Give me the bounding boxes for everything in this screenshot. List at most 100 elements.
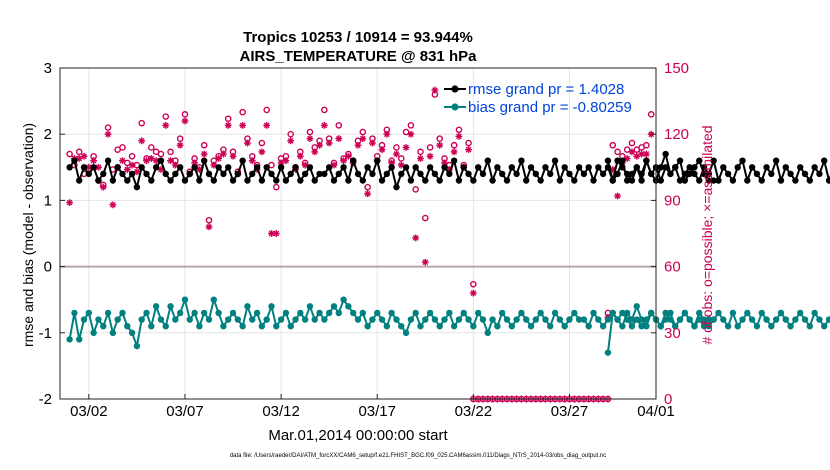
rmse-point-0-153	[801, 170, 809, 178]
bias-point-0-53	[321, 316, 328, 323]
bias-point-0-20	[162, 322, 169, 330]
obs-assimilated-point-81	[455, 133, 463, 140]
bias-point-1-15	[676, 316, 684, 323]
bias-point-1-1	[609, 309, 616, 317]
bias-point-0-85	[474, 309, 482, 317]
obs-possible-point-68	[393, 144, 400, 151]
bias-point-0-41	[263, 316, 270, 323]
rmse-point-0-123	[657, 177, 665, 184]
bias-point-0-103	[561, 322, 568, 330]
rmse-point-1-20	[700, 170, 708, 178]
bias-point-0-3	[80, 316, 88, 323]
rmse-point-0-14	[133, 183, 141, 191]
bias-point-0-78	[441, 316, 448, 323]
bias-point-0-8	[104, 309, 112, 317]
rmse-point-0-1	[71, 157, 78, 164]
bias-point-0-10	[114, 316, 121, 323]
obs-assimilated-point-9	[109, 201, 117, 209]
obs-assimilated-point-89	[623, 155, 631, 162]
obs-assimilated-point-48	[296, 152, 304, 160]
bias-point-0-154	[806, 322, 814, 330]
bias-point-0-153	[801, 316, 809, 323]
rmse-point-0-69	[398, 170, 405, 178]
y-axis-label-left: rmse and bias (model - observation)	[20, 123, 36, 347]
rmse-point-0-143	[753, 170, 761, 178]
rmse-point-0-68	[393, 183, 400, 191]
bias-point-0-118	[633, 303, 640, 310]
obs-assimilated-point-43	[272, 230, 280, 237]
obs-possible-point-50	[306, 128, 314, 136]
obs-assimilated-point-28	[200, 150, 208, 158]
obs-assimilated-point-87	[614, 192, 621, 200]
bias-point-0-156	[816, 316, 823, 323]
obs-assimilated-point-29	[205, 223, 213, 231]
rmse-point-0-49	[301, 170, 309, 178]
obs-assimilated-point-76	[431, 86, 439, 94]
obs-possible-point-8	[104, 124, 112, 131]
rmse-point-0-36	[239, 157, 246, 164]
bias-point-0-16	[143, 309, 150, 317]
bias-point-0-5	[90, 329, 97, 336]
bias-point-0-54	[325, 309, 333, 317]
bias-point-0-100	[547, 322, 554, 330]
obs-possible-point-71	[407, 122, 415, 129]
rmse-point-0-52	[316, 170, 323, 178]
rmse-point-0-31	[215, 164, 222, 171]
bias-point-0-146	[768, 322, 775, 330]
rmse-point-0-134	[710, 157, 717, 164]
bias-point-0-152	[796, 309, 804, 317]
x-tick-label-03/02: 03/02	[70, 403, 108, 420]
rmse-point-1-22	[710, 177, 717, 184]
bias-point-1-13	[667, 316, 674, 323]
rmse-point-0-111	[599, 170, 607, 178]
x-tick-label-03/17: 03/17	[358, 403, 396, 420]
bias-point-1-5	[628, 322, 636, 330]
obs-assimilated-point-83	[465, 146, 472, 154]
bias-point-0-31	[215, 309, 222, 317]
obs-assimilated-point-18	[152, 157, 160, 165]
obs-possible-point-21	[167, 148, 174, 156]
obs-possible-point-81	[455, 126, 463, 134]
bias-point-0-43	[273, 322, 280, 330]
bias-point-0-40	[258, 322, 266, 330]
bias-point-0-24	[181, 296, 189, 303]
bias-point-1-6	[633, 316, 640, 323]
rmse-point-0-82	[460, 164, 467, 171]
obs-assimilated-point-71	[407, 130, 415, 138]
rmse-point-0-65	[378, 177, 386, 184]
obs-possible-point-20	[162, 113, 170, 120]
rmse-point-0-130	[691, 170, 698, 178]
bias-point-1-16	[681, 309, 689, 317]
rmse-point-0-41	[263, 164, 270, 171]
rmse-point-1-8	[643, 157, 650, 164]
bias-point-0-26	[191, 309, 198, 317]
obs-assimilated-point-53	[320, 121, 328, 129]
bias-point-0-138	[729, 309, 737, 317]
bias-point-0-65	[378, 316, 386, 323]
bias-point-0-120	[643, 322, 650, 330]
rmse-point-0-24	[181, 177, 189, 184]
rmse-point-0-104	[566, 170, 573, 178]
y-left-tick-label-3: 3	[44, 60, 52, 77]
obs-assimilated-point-31	[215, 155, 223, 162]
rmse-point-0-142	[748, 164, 756, 171]
bias-point-0-139	[734, 322, 741, 330]
bias-point-0-91	[503, 316, 511, 323]
bias-point-0-4	[85, 309, 93, 317]
rmse-point-1-13	[667, 170, 674, 178]
bias-point-0-88	[489, 316, 496, 323]
bias-point-0-23	[176, 309, 184, 317]
bias-point-0-46	[287, 322, 294, 330]
legend-label-bias: bias grand pr = -0.80259	[468, 99, 632, 116]
rmse-point-0-22	[172, 170, 179, 178]
rmse-point-0-0	[66, 164, 73, 171]
obs-assimilated-point-77	[436, 141, 444, 149]
bias-point-0-84	[470, 322, 477, 330]
obs-assimilated-point-30	[210, 161, 218, 169]
bias-point-0-148	[777, 309, 785, 317]
bias-point-0-141	[744, 309, 751, 317]
obs-possible-point-86	[609, 141, 617, 149]
rmse-point-0-94	[518, 157, 525, 164]
rmse-point-0-101	[551, 157, 559, 164]
bias-point-0-105	[571, 309, 578, 317]
